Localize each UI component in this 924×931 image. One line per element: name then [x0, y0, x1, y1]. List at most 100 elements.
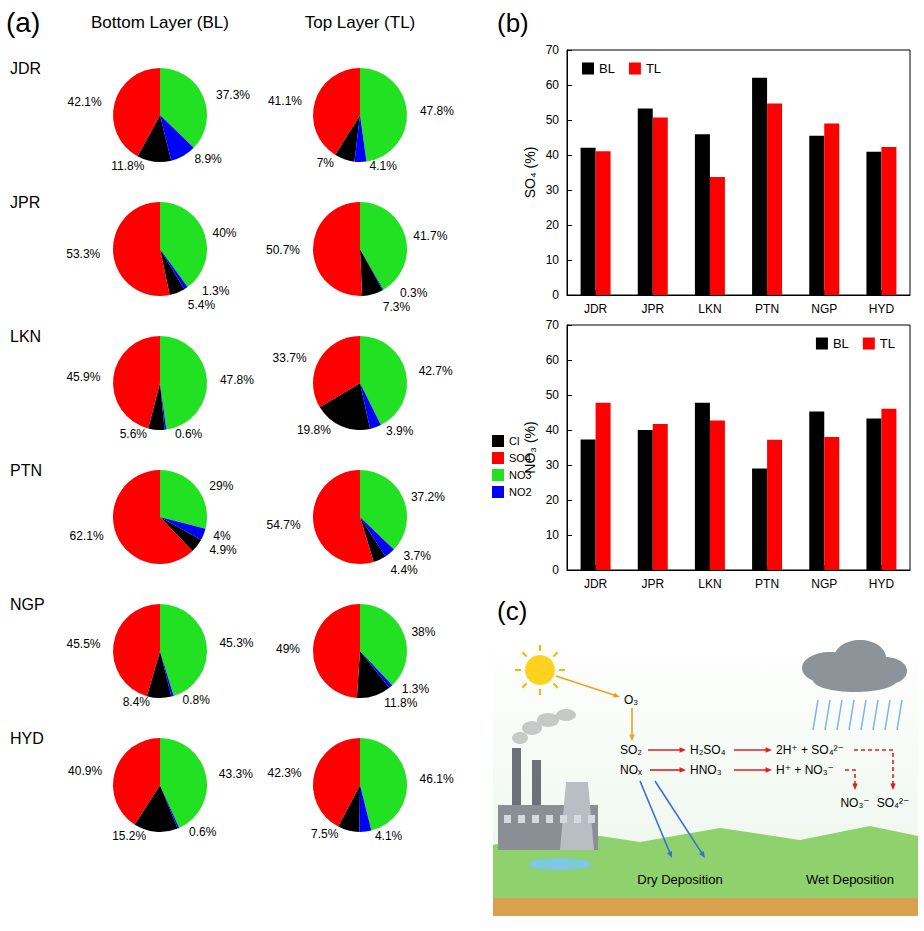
svg-text:BL: BL	[833, 336, 849, 351]
svg-text:3.7%: 3.7%	[404, 549, 432, 563]
svg-text:(a): (a)	[6, 7, 40, 38]
svg-text:45.9%: 45.9%	[66, 370, 100, 384]
svg-text:4.4%: 4.4%	[390, 563, 418, 577]
svg-text:11.8%: 11.8%	[111, 159, 144, 173]
svg-text:JPR: JPR	[641, 577, 664, 591]
svg-text:7%: 7%	[317, 156, 335, 170]
svg-text:46.1%: 46.1%	[420, 772, 454, 786]
svg-text:TL: TL	[646, 61, 661, 76]
svg-text:37.2%: 37.2%	[411, 490, 445, 504]
svg-text:0.3%: 0.3%	[400, 286, 428, 300]
svg-text:42.1%: 42.1%	[68, 95, 102, 109]
svg-text:Top Layer (TL): Top Layer (TL)	[305, 13, 416, 32]
svg-text:5.6%: 5.6%	[120, 427, 148, 441]
svg-text:41.7%: 41.7%	[413, 229, 447, 243]
svg-text:50: 50	[546, 388, 560, 402]
svg-text:(b): (b)	[497, 8, 529, 38]
svg-text:LKN: LKN	[698, 302, 721, 316]
svg-text:30: 30	[546, 458, 560, 472]
svg-text:19.8%: 19.8%	[297, 423, 331, 437]
svg-text:29%: 29%	[209, 479, 233, 493]
svg-text:4.9%: 4.9%	[209, 543, 237, 557]
svg-text:33.7%: 33.7%	[273, 351, 307, 365]
svg-text:LKN: LKN	[10, 328, 41, 345]
svg-text:O₃: O₃	[624, 693, 638, 707]
svg-text:Dry Deposition: Dry Deposition	[637, 872, 722, 887]
svg-text:40: 40	[546, 423, 560, 437]
svg-text:0.6%: 0.6%	[189, 825, 217, 839]
svg-text:30: 30	[546, 183, 560, 197]
svg-text:40.9%: 40.9%	[68, 764, 102, 778]
svg-text:NO3: NO3	[509, 469, 532, 481]
svg-text:JPR: JPR	[641, 302, 664, 316]
svg-text:42.7%: 42.7%	[419, 364, 453, 378]
svg-text:NOₓ: NOₓ	[620, 763, 642, 777]
svg-text:20: 20	[546, 218, 560, 232]
svg-text:41.1%: 41.1%	[268, 94, 302, 108]
svg-text:0: 0	[552, 563, 559, 577]
svg-text:53.3%: 53.3%	[66, 247, 100, 261]
svg-text:47.8%: 47.8%	[220, 373, 254, 387]
svg-text:4.1%: 4.1%	[375, 829, 403, 843]
svg-text:0: 0	[552, 288, 559, 302]
svg-text:SO₄²⁻: SO₄²⁻	[877, 796, 910, 810]
svg-text:NGP: NGP	[811, 577, 837, 591]
svg-text:HNO₃: HNO₃	[690, 763, 722, 777]
svg-text:JDR: JDR	[584, 577, 608, 591]
svg-text:HYD: HYD	[10, 730, 44, 747]
svg-text:49%: 49%	[276, 642, 300, 656]
svg-text:PTN: PTN	[755, 577, 779, 591]
svg-text:7.5%: 7.5%	[311, 827, 339, 841]
svg-text:50.7%: 50.7%	[266, 243, 300, 257]
svg-text:15.2%: 15.2%	[112, 829, 146, 843]
svg-text:47.8%: 47.8%	[420, 104, 454, 118]
svg-text:50: 50	[546, 113, 560, 127]
svg-text:45.3%: 45.3%	[219, 636, 253, 650]
svg-text:H⁺ + NO₃⁻: H⁺ + NO₃⁻	[776, 763, 834, 777]
svg-text:SO4: SO4	[509, 452, 531, 464]
svg-text:54.7%: 54.7%	[267, 518, 301, 532]
svg-text:1.3%: 1.3%	[202, 284, 230, 298]
svg-text:11.8%: 11.8%	[384, 696, 417, 710]
svg-text:37.3%: 37.3%	[216, 88, 250, 102]
svg-text:TL: TL	[880, 336, 895, 351]
svg-text:42.3%: 42.3%	[267, 766, 301, 780]
svg-text:40: 40	[546, 148, 560, 162]
svg-text:20: 20	[546, 493, 560, 507]
svg-text:60: 60	[546, 353, 560, 367]
svg-text:4.1%: 4.1%	[369, 159, 397, 173]
svg-text:0.6%: 0.6%	[175, 427, 203, 441]
svg-text:H₂SO₄: H₂SO₄	[690, 743, 726, 757]
svg-text:45.5%: 45.5%	[66, 637, 100, 651]
svg-text:PTN: PTN	[755, 302, 779, 316]
svg-text:38%: 38%	[411, 625, 435, 639]
svg-text:BL: BL	[599, 61, 615, 76]
svg-text:8.4%: 8.4%	[123, 695, 151, 709]
svg-text:NO2: NO2	[509, 486, 532, 498]
svg-text:8.9%: 8.9%	[194, 152, 222, 166]
svg-text:NGP: NGP	[10, 596, 45, 613]
svg-text:LKN: LKN	[698, 577, 721, 591]
svg-text:1.3%: 1.3%	[402, 682, 430, 696]
svg-text:(c): (c)	[497, 596, 527, 626]
svg-text:5.4%: 5.4%	[188, 298, 216, 312]
svg-text:HYD: HYD	[869, 302, 895, 316]
svg-text:40%: 40%	[213, 226, 237, 240]
svg-text:Bottom Layer (BL): Bottom Layer (BL)	[91, 13, 229, 32]
svg-text:SO₄ (%): SO₄ (%)	[522, 147, 538, 199]
svg-text:PTN: PTN	[10, 462, 42, 479]
svg-text:Wet Deposition: Wet Deposition	[806, 872, 894, 887]
svg-text:10: 10	[546, 528, 560, 542]
svg-text:70: 70	[546, 318, 560, 332]
svg-text:2H⁺ + SO₄²⁻: 2H⁺ + SO₄²⁻	[776, 743, 844, 757]
svg-text:JDR: JDR	[10, 60, 41, 77]
svg-text:60: 60	[546, 78, 560, 92]
svg-text:70: 70	[546, 43, 560, 57]
svg-text:SO₂: SO₂	[620, 743, 642, 757]
svg-text:3.9%: 3.9%	[386, 424, 414, 438]
svg-text:Cl: Cl	[509, 435, 519, 447]
svg-text:NGP: NGP	[811, 302, 837, 316]
svg-text:JPR: JPR	[10, 194, 40, 211]
svg-text:HYD: HYD	[869, 577, 895, 591]
svg-text:7.3%: 7.3%	[383, 300, 411, 314]
